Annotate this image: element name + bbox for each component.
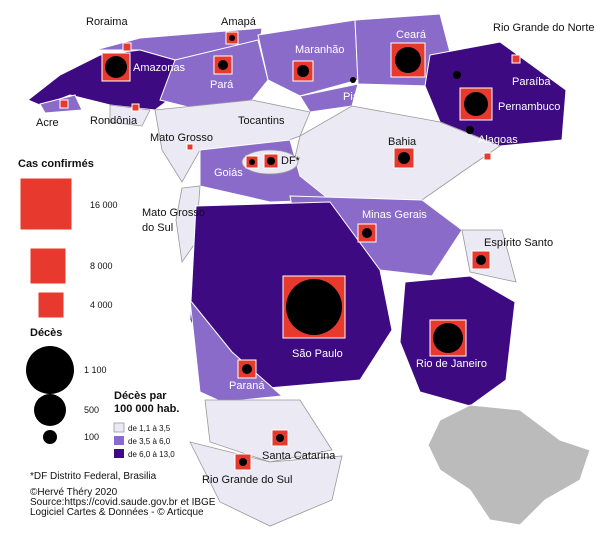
state-label: Rio de Janeiro (416, 358, 487, 370)
state-label: Rio Grande do Norte (493, 22, 595, 34)
state-label: Amazonas (133, 62, 185, 74)
state-label: Minas Gerais (362, 209, 427, 221)
legend-title: 100 000 hab. (114, 403, 179, 415)
state-label: DF* (281, 155, 301, 167)
state-label: São Paulo (292, 348, 343, 360)
state-label: Pernambuco (498, 101, 560, 113)
note: Source:https://covid.saude.gov.br et IBG… (30, 497, 216, 508)
legend-label: de 6,0 à 13,0 (128, 450, 175, 459)
state-label: Maranhão (295, 44, 345, 56)
labels: Roraima Amapá Rio Grande do Norte Amazon… (18, 16, 595, 518)
legend-title: Décès par (114, 390, 167, 402)
state-label: Ceará (396, 29, 427, 41)
legend-label: 4 000 (90, 300, 113, 310)
state-label: Tocantins (238, 115, 285, 127)
legend-label: de 3,5 à 6,0 (128, 437, 171, 446)
state-label: Bahia (388, 136, 417, 148)
regions (27, 13, 591, 527)
symbols (19, 31, 521, 471)
state-label: Pará (210, 79, 234, 91)
note: *DF Distrito Federal, Brasilia (30, 471, 157, 482)
legend-label: de 1,1 à 3,5 (128, 424, 171, 433)
state-label: Goiás (214, 167, 243, 179)
note: Logiciel Cartes & Données - © Articque (30, 507, 204, 518)
legend-label: 16 000 (90, 200, 118, 210)
note: ©Hervé Théry 2020 (30, 487, 118, 498)
state-label: Paraná (229, 380, 265, 392)
legend-label: 1 100 (84, 365, 107, 375)
legend-label: 100 (84, 432, 99, 442)
state-label: do Sul (142, 222, 173, 234)
legend-title: Cas confirmés (18, 158, 94, 170)
state-label: Acre (36, 117, 59, 129)
legend-title: Décès (30, 327, 62, 339)
state-label: Amapá (221, 16, 257, 28)
state-label: Santa Catarina (262, 450, 336, 462)
legend-label: 8 000 (90, 261, 113, 271)
state-label: Rio Grande do Sul (202, 474, 293, 486)
state-label: Roraima (86, 16, 128, 28)
legend-label: 500 (84, 405, 99, 415)
state-label: Mato Grosso (142, 207, 205, 219)
state-label: Mato Grosso (150, 132, 213, 144)
state-label: Alagoas (478, 134, 518, 146)
state-label: Piauí (343, 91, 368, 103)
state-label: Paraíba (512, 76, 551, 88)
state-label: Sergipe (471, 163, 509, 175)
state-label: Espírito Santo (484, 237, 553, 249)
state-label: Rondônia (90, 115, 138, 127)
